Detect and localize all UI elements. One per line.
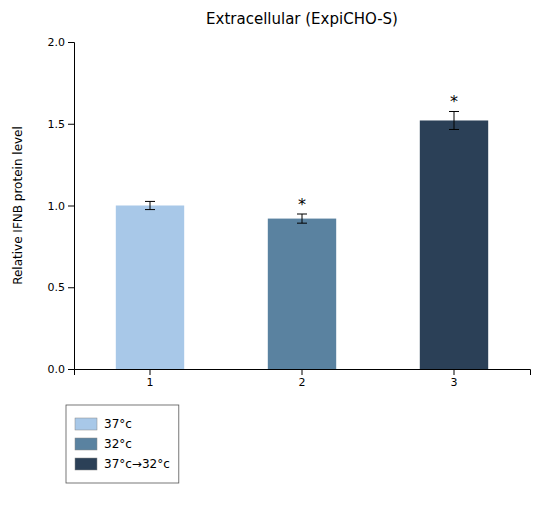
y-tick: 0.0: [48, 363, 75, 376]
error-bar-stem: [302, 214, 303, 223]
y-tick-mark: [68, 369, 74, 370]
x-tick: 3: [451, 369, 458, 389]
legend-frame: [66, 405, 179, 483]
chart-title: Extracellular (ExpiCHO-S): [206, 10, 398, 28]
x-axis: 1 2 3: [75, 369, 531, 389]
x-tick-mark: [454, 369, 455, 375]
legend-item: 37°c: [75, 417, 132, 431]
y-tick: 0.5: [48, 281, 75, 294]
legend-item: 37°c→32°c: [75, 457, 170, 471]
y-tick-mark: [68, 206, 74, 207]
x-tick-mark: [302, 369, 303, 375]
y-tick-mark: [68, 42, 74, 43]
bar: [420, 120, 488, 369]
legend-label: 37°c: [104, 417, 132, 431]
bar: [116, 206, 184, 370]
error-bar-cap: [297, 223, 307, 224]
x-tick-label: 1: [147, 376, 154, 389]
legend-swatch: [75, 418, 97, 430]
error-bar-cap: [145, 201, 155, 202]
significance-marker: *: [298, 195, 306, 214]
legend-label: 32°c: [104, 437, 132, 451]
error-bar-stem: [150, 201, 151, 209]
annotations: **: [298, 92, 458, 214]
y-tick-mark: [68, 124, 74, 125]
legend-swatch: [75, 438, 97, 450]
legend-label: 37°c→32°c: [104, 457, 170, 471]
y-tick: 1.5: [48, 118, 75, 131]
y-tick-label: 0.0: [48, 363, 66, 376]
x-axis-line: [75, 370, 531, 376]
x-tick-label: 2: [299, 376, 306, 389]
chart-svg: 0.00.51.01.52.0123**Extracellular (ExpiC…: [0, 0, 554, 519]
error-bar-stem: [454, 111, 455, 129]
error-bar-cap: [449, 129, 459, 130]
error-bar: [297, 214, 307, 223]
legend: 37°c 32°c 37°c→32°c: [66, 405, 179, 483]
y-tick-label: 1.5: [48, 118, 66, 131]
plot-area: 0.00.51.01.52.0123**: [48, 36, 531, 389]
bar: [268, 219, 336, 369]
y-tick-label: 1.0: [48, 200, 66, 213]
error-bar: [145, 201, 155, 209]
legend-swatch: [75, 458, 97, 470]
error-bar: [449, 111, 459, 129]
y-tick: 2.0: [48, 36, 75, 49]
y-tick: 1.0: [48, 200, 75, 213]
x-tick-mark: [150, 369, 151, 375]
y-tick-mark: [68, 287, 74, 288]
y-tick-label: 2.0: [48, 36, 66, 49]
chart-container: 0.00.51.01.52.0123**Extracellular (ExpiC…: [0, 0, 554, 519]
y-axis: 0.0 0.5 1.0 1.5 2.0: [48, 36, 75, 376]
error-bar-cap: [145, 209, 155, 210]
marks: [116, 111, 488, 369]
y-tick-label: 0.5: [48, 281, 66, 294]
y-axis-line: [68, 43, 75, 370]
legend-item: 32°c: [75, 437, 132, 451]
x-tick: 1: [147, 369, 154, 389]
significance-marker: *: [450, 92, 458, 111]
x-tick-label: 3: [451, 376, 458, 389]
y-axis-title: Relative IFNB protein level: [11, 126, 25, 285]
x-tick: 2: [299, 369, 306, 389]
